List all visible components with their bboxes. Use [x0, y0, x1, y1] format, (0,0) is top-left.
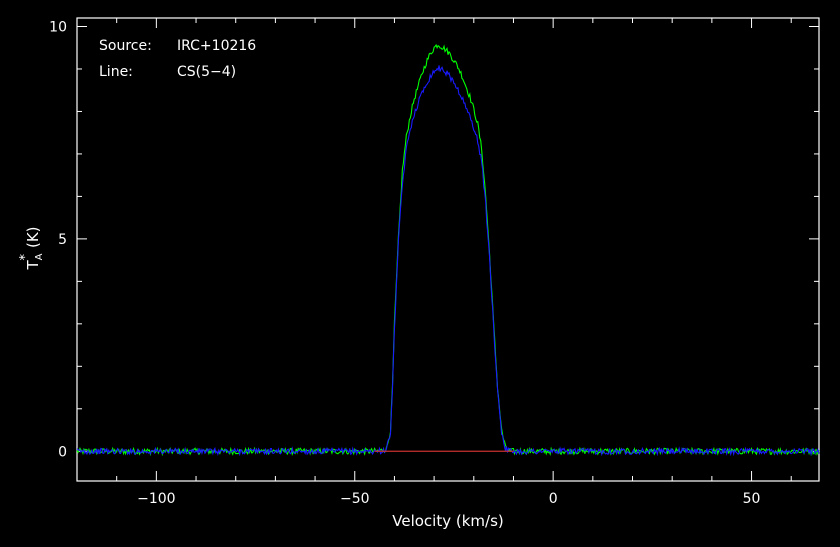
annotation-source-value: IRC+10216 [177, 38, 256, 54]
x-tick-label: 0 [549, 491, 558, 507]
y-axis-label-sub: A [34, 253, 45, 260]
annotation-source-key: Source: [99, 38, 152, 54]
y-axis-label-unit: (K) [24, 226, 42, 248]
y-axis-label-sup: * [18, 254, 33, 261]
plot-frame [76, 17, 820, 482]
x-tick-label: 50 [743, 491, 761, 507]
annotation-line-key: Line: [99, 64, 133, 80]
y-tick-label: 5 [58, 232, 67, 248]
y-axis-label: TA* (K) [18, 226, 45, 270]
x-tick-label: −50 [340, 491, 370, 507]
y-tick-label: 10 [49, 19, 67, 35]
series-line-0 [76, 43, 820, 457]
x-axis-label: Velocity (km/s) [392, 512, 503, 530]
x-tick-label: −100 [137, 491, 175, 507]
annotation-line-value: CS(5−4) [177, 64, 236, 80]
series-line-1 [76, 65, 820, 457]
y-axis-label-main: T [24, 260, 42, 271]
y-tick-label: 0 [58, 444, 67, 460]
